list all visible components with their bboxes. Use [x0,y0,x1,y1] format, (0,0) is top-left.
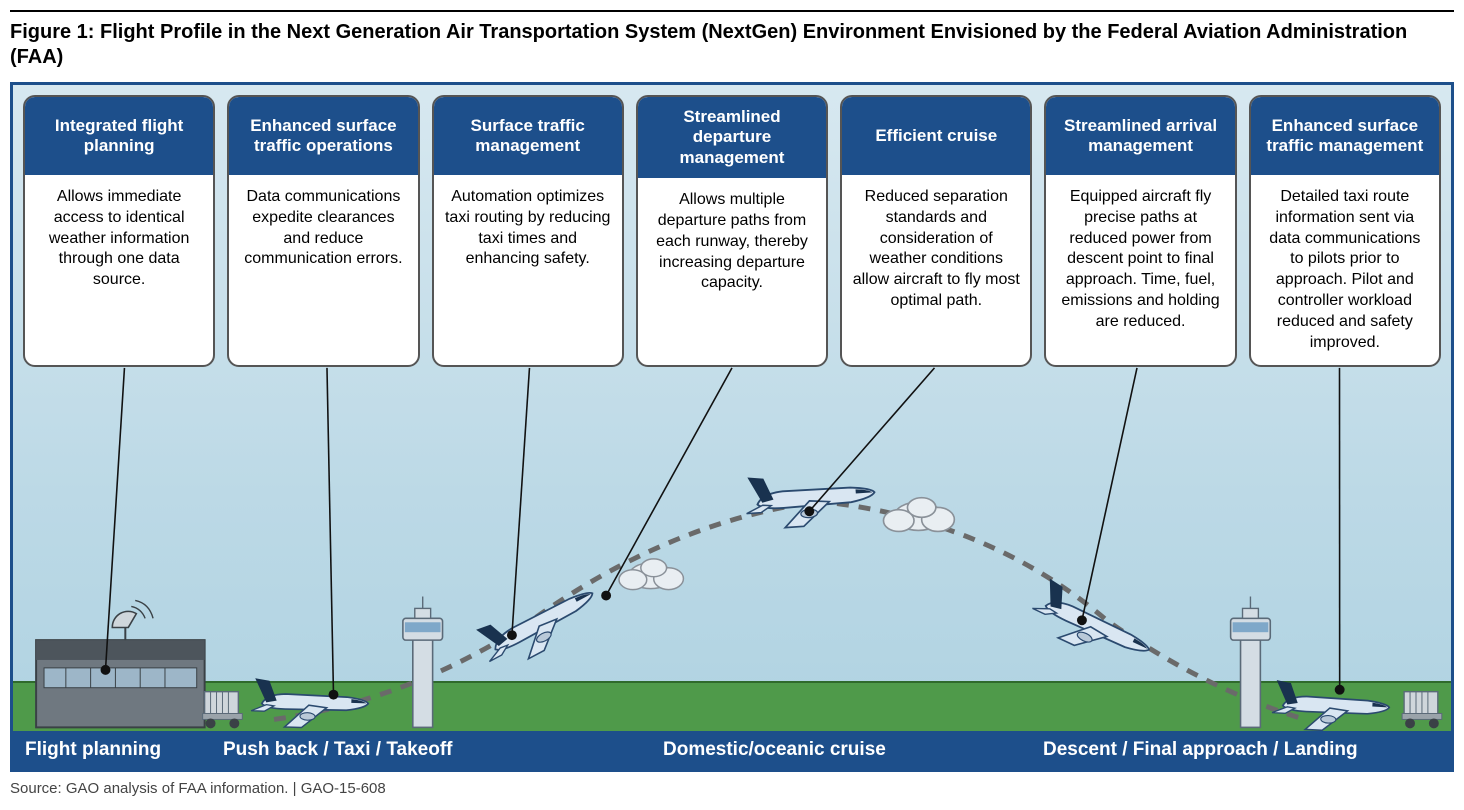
source-line: Source: GAO analysis of FAA information.… [10,772,1454,797]
card-surface-traffic-management: Surface traffic management Automation op… [432,95,624,367]
diagram-frame: Integrated flight planning Allows immedi… [10,82,1454,772]
figure-title: Figure 1: Flight Profile in the Next Gen… [10,10,1454,82]
phase-label-planning: Flight planning [25,739,161,761]
card-title: Surface traffic management [434,97,622,175]
card-streamlined-departure-management: Streamlined departure management Allows … [636,95,828,367]
plane-takeoff [474,574,606,675]
card-title: Enhanced surface traffic operations [229,97,417,175]
card-title: Streamlined arrival management [1046,97,1234,175]
cloud-2 [883,498,954,532]
card-body: Detailed taxi route information sent via… [1251,175,1439,365]
card-body: Automation optimizes taxi routing by red… [434,175,622,365]
card-body: Allows multiple departure paths from eac… [638,178,826,365]
ground-strip [13,681,1451,731]
cards-row: Integrated flight planning Allows immedi… [23,95,1441,367]
card-title: Efficient cruise [842,97,1030,175]
card-title: Integrated flight planning [25,97,213,175]
card-efficient-cruise: Efficient cruise Reduced separation stan… [840,95,1032,367]
phase-label-descent: Descent / Final approach / Landing [1043,739,1358,761]
card-title: Enhanced surface traffic management [1251,97,1439,175]
card-body: Reduced separation standards and conside… [842,175,1030,365]
card-integrated-flight-planning: Integrated flight planning Allows immedi… [23,95,215,367]
card-body: Allows immediate access to identical wea… [25,175,213,365]
card-title: Streamlined departure management [638,97,826,178]
card-enhanced-surface-traffic-operations: Enhanced surface traffic operations Data… [227,95,419,367]
phase-bar: Flight planning Push back / Taxi / Takeo… [13,731,1451,769]
plane-cruise [744,469,876,530]
cloud-1 [619,559,683,590]
card-body: Equipped aircraft fly precise paths at r… [1046,175,1234,365]
satellite-dish-icon [108,600,153,640]
plane-descent [1026,578,1158,675]
card-enhanced-surface-traffic-management: Enhanced surface traffic management Deta… [1249,95,1441,367]
card-connectors [101,368,1345,700]
phase-label-pushback: Push back / Taxi / Takeoff [223,739,452,761]
card-body: Data communications expedite clearances … [229,175,417,365]
card-streamlined-arrival-management: Streamlined arrival management Equipped … [1044,95,1236,367]
phase-label-cruise: Domestic/oceanic cruise [663,739,886,761]
